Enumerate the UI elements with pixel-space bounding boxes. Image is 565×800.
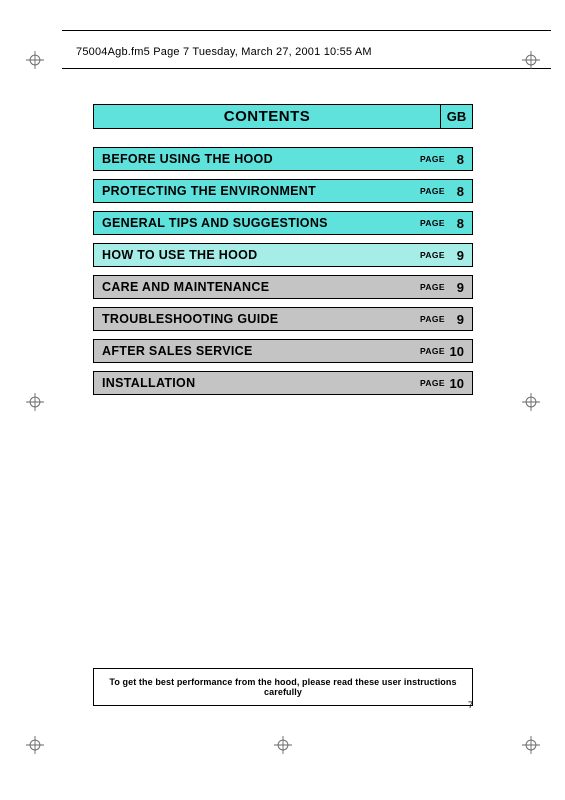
toc-page-number: 9 [449,280,464,295]
toc-item: GENERAL TIPS AND SUGGESTIONSPAGE 8 [93,211,473,235]
toc-item-label: CARE AND MAINTENANCE [102,280,420,294]
registration-mark-icon [26,736,44,754]
toc-item-label: AFTER SALES SERVICE [102,344,420,358]
toc-page-word: PAGE [420,282,445,292]
registration-mark-icon [522,393,540,411]
toc-page-number: 8 [449,184,464,199]
registration-mark-icon [522,51,540,69]
toc-page-word: PAGE [420,346,445,356]
toc-page-number: 9 [449,312,464,327]
toc-item: INSTALLATIONPAGE 10 [93,371,473,395]
toc-page-number: 8 [449,216,464,231]
registration-mark-icon [274,736,292,754]
toc-item: CARE AND MAINTENANCEPAGE 9 [93,275,473,299]
content-area: CONTENTS GB BEFORE USING THE HOODPAGE8PR… [93,104,473,403]
toc-item-label: BEFORE USING THE HOOD [102,152,420,166]
toc-page-word: PAGE [420,186,445,196]
language-badge: GB [441,104,473,129]
toc-item: BEFORE USING THE HOODPAGE 8 [93,147,473,171]
toc-page-number: 10 [449,344,464,359]
toc-item-label: GENERAL TIPS AND SUGGESTIONS [102,216,420,230]
toc-page-word: PAGE [420,218,445,228]
toc-item: AFTER SALES SERVICEPAGE 10 [93,339,473,363]
toc-page-number: 8 [449,152,464,167]
registration-mark-icon [522,736,540,754]
toc-item-label: PROTECTING THE ENVIRONMENT [102,184,420,198]
title-row: CONTENTS GB [93,104,473,129]
toc-item-label: HOW TO USE THE HOOD [102,248,420,262]
toc-page-word: PAGE [420,314,445,324]
toc-page-word: PAGE [420,250,445,260]
page-header: 75004Agb.fm5 Page 7 Tuesday, March 27, 2… [76,46,372,58]
toc-page-word: PAGE [420,154,445,164]
toc-item-label: INSTALLATION [102,376,420,390]
contents-title: CONTENTS [93,104,441,129]
registration-mark-icon [26,51,44,69]
registration-mark-icon [26,393,44,411]
header-rule-bottom [62,68,551,69]
toc-list: BEFORE USING THE HOODPAGE8PROTECTING THE… [93,147,473,395]
toc-item: TROUBLESHOOTING GUIDEPAGE 9 [93,307,473,331]
toc-item: PROTECTING THE ENVIRONMENTPAGE 8 [93,179,473,203]
header-rule-top [62,30,551,31]
toc-item-label: TROUBLESHOOTING GUIDE [102,312,420,326]
toc-page-word: PAGE [420,378,445,388]
toc-item: HOW TO USE THE HOODPAGE 9 [93,243,473,267]
toc-page-number: 9 [449,248,464,263]
toc-page-number: 10 [449,376,464,391]
page-number: 7 [93,700,473,710]
